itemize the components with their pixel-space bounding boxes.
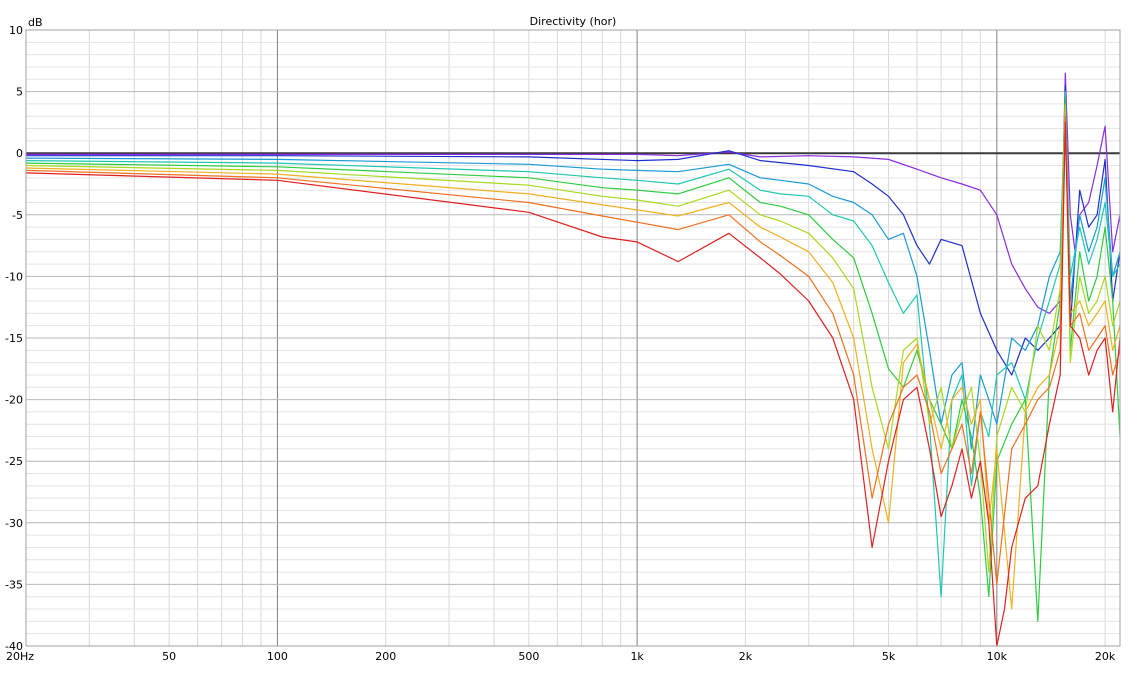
y-tick-label: 0 [16,147,23,160]
y-tick-label: -35 [5,578,23,591]
y-tick-label: -20 [5,394,23,407]
series-layer [25,72,1121,647]
x-tick-label: 200 [375,650,396,663]
y-tick-label: -25 [5,455,23,468]
y-tick-label: -15 [5,332,23,345]
x-tick-label: 20k [1095,650,1116,663]
x-tick-label: 100 [267,650,288,663]
y-tick-label: -10 [5,270,23,283]
chart-title: Directivity (hor) [530,15,617,28]
x-tick-labels: 20Hz 50 100 200 500 1k 2k 5k 10k 20k [6,650,1116,663]
y-tick-label: 10 [9,24,23,37]
y-tick-labels: 10 5 0 -5 -10 -15 -20 -25 -30 -35 -40 [5,24,23,653]
x-tick-label: 50 [162,650,176,663]
x-tick-label: 2k [739,650,753,663]
x-tick-label: 1k [630,650,644,663]
y-tick-label: -40 [5,640,23,653]
series-line [26,84,1121,376]
y-tick-label: -30 [5,517,23,530]
x-tick-label: 10k [987,650,1008,663]
x-tick-label: 20Hz [6,650,34,663]
series-line [25,121,1121,647]
x-tick-label: 5k [882,650,896,663]
y-tick-label: -5 [12,209,23,222]
y-axis-unit-label: dB [28,16,43,29]
y-tick-label: 5 [16,86,23,99]
plot-frame [25,29,1121,647]
x-tick-label: 500 [518,650,539,663]
